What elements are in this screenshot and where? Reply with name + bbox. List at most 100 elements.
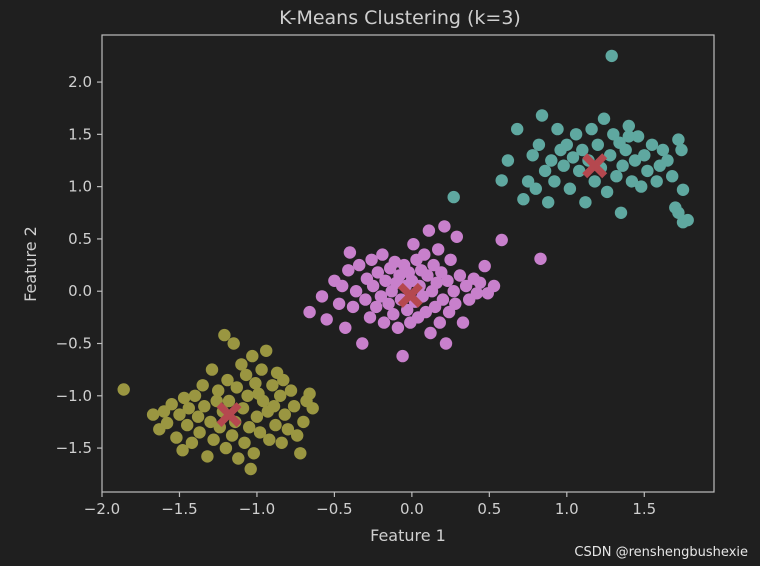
y-tick-label: 0.5 bbox=[68, 230, 92, 248]
cluster-1-point bbox=[297, 415, 310, 429]
cluster-1-point bbox=[182, 402, 195, 415]
marks-layer bbox=[117, 49, 694, 476]
x-axis-label: Feature 1 bbox=[370, 526, 446, 545]
cluster-3-point bbox=[616, 159, 629, 172]
cluster-2-point bbox=[487, 279, 501, 293]
y-axis-label: Feature 2 bbox=[21, 226, 40, 302]
cluster-2-point bbox=[393, 269, 406, 282]
cluster-2-point bbox=[332, 297, 346, 310]
cluster-3-point bbox=[573, 164, 586, 178]
x-tick-label: 0.5 bbox=[477, 500, 501, 518]
plot-frame bbox=[101, 34, 715, 493]
cluster-1-point bbox=[181, 418, 194, 432]
cluster-1-point bbox=[249, 377, 262, 390]
cluster-1-point bbox=[246, 349, 259, 363]
cluster-3-point bbox=[545, 154, 558, 167]
cluster-2-point bbox=[456, 316, 470, 329]
cluster-2-point bbox=[441, 274, 454, 287]
cluster-3-point bbox=[600, 185, 614, 199]
cluster-1-point bbox=[303, 387, 316, 400]
centroid-marker-1 bbox=[216, 402, 242, 428]
cluster-1-point bbox=[281, 423, 295, 436]
cluster-2-point bbox=[419, 305, 432, 319]
cluster-1-point bbox=[291, 429, 304, 442]
centroid-marker-2 bbox=[397, 282, 423, 308]
cluster-3-point bbox=[501, 154, 515, 167]
cluster-1-point bbox=[277, 373, 290, 387]
watermark-text: CSDN @renshengbushexie bbox=[574, 545, 748, 560]
cluster-2-point bbox=[447, 285, 460, 298]
cluster-3-point bbox=[676, 183, 690, 196]
cluster-2-point bbox=[363, 311, 377, 324]
cluster-3-point bbox=[542, 196, 555, 209]
cluster-1-point bbox=[236, 402, 250, 415]
cluster-2-point bbox=[424, 326, 437, 340]
cluster-1-point bbox=[196, 379, 209, 392]
cluster-3-point bbox=[447, 190, 460, 204]
cluster-2-point bbox=[387, 308, 400, 321]
cluster-1-point bbox=[219, 441, 233, 455]
cluster-3-point bbox=[628, 154, 642, 167]
cluster-3-point bbox=[576, 143, 589, 157]
cluster-1-point bbox=[287, 400, 301, 413]
cluster-1-point bbox=[207, 433, 220, 446]
cluster-3-point bbox=[517, 193, 530, 206]
cluster-2-point bbox=[353, 258, 366, 272]
cluster-3-point bbox=[538, 164, 552, 178]
cluster-3-point bbox=[569, 128, 583, 141]
cluster-2-point bbox=[366, 279, 380, 293]
cluster-2-point bbox=[407, 238, 420, 251]
cluster-1-point bbox=[227, 337, 240, 350]
cluster-1-point bbox=[256, 394, 270, 408]
cluster-1-point bbox=[278, 408, 291, 421]
cluster-1-point bbox=[239, 368, 253, 382]
cluster-1-point bbox=[176, 444, 189, 457]
cluster-3-point bbox=[529, 182, 542, 195]
y-tick-label: 2.0 bbox=[68, 73, 92, 91]
cluster-2-point bbox=[473, 276, 487, 289]
cluster-2-point bbox=[379, 274, 392, 287]
y-tick-label: 0.0 bbox=[68, 282, 92, 300]
cluster-3-point bbox=[653, 159, 666, 172]
cluster-3-point bbox=[666, 170, 679, 183]
x-tick-label: 1.5 bbox=[632, 500, 656, 518]
cluster-2-point bbox=[356, 337, 369, 350]
cluster-1-point bbox=[185, 436, 199, 449]
cluster-3-point bbox=[560, 138, 573, 151]
cluster-1-point bbox=[222, 394, 236, 408]
cluster-1-point bbox=[170, 431, 183, 444]
cluster-3-point bbox=[566, 151, 580, 164]
cluster-2-point bbox=[470, 287, 484, 300]
cluster-2-point bbox=[459, 279, 473, 293]
y-tick-label: −0.5 bbox=[56, 335, 92, 353]
cluster-3-point bbox=[614, 206, 628, 219]
cluster-1-point bbox=[250, 410, 264, 423]
cluster-2-point bbox=[336, 279, 349, 293]
cluster-1-point bbox=[218, 328, 231, 342]
cluster-1-point bbox=[238, 436, 251, 449]
cluster-3-point bbox=[650, 175, 663, 188]
y-tick-label: −1.5 bbox=[56, 439, 92, 457]
cluster-3-point bbox=[619, 143, 632, 157]
cluster-2-point bbox=[453, 269, 467, 282]
chart-title: K-Means Clustering (k=3) bbox=[279, 7, 521, 29]
cluster-2-point bbox=[382, 297, 395, 310]
cluster-2-point bbox=[430, 276, 443, 289]
cluster-1-point bbox=[204, 415, 217, 429]
cluster-1-point bbox=[241, 389, 254, 402]
cluster-3-point bbox=[535, 109, 549, 122]
cluster-1-point bbox=[173, 408, 186, 421]
y-tick-label: 1.5 bbox=[68, 125, 92, 143]
x-tick-label: −2.0 bbox=[84, 500, 120, 518]
cluster-3-point bbox=[548, 175, 561, 188]
cluster-2-point bbox=[478, 259, 491, 273]
cluster-2-point bbox=[495, 233, 508, 247]
cluster-2-point bbox=[376, 248, 389, 261]
cluster-2-point bbox=[365, 253, 378, 266]
cluster-1-point bbox=[232, 452, 245, 465]
cluster-1-point bbox=[263, 433, 276, 446]
cluster-2-point bbox=[396, 349, 409, 363]
cluster-1-point bbox=[146, 408, 160, 421]
cluster-2-point bbox=[433, 316, 446, 329]
cluster-1-point bbox=[157, 405, 171, 418]
